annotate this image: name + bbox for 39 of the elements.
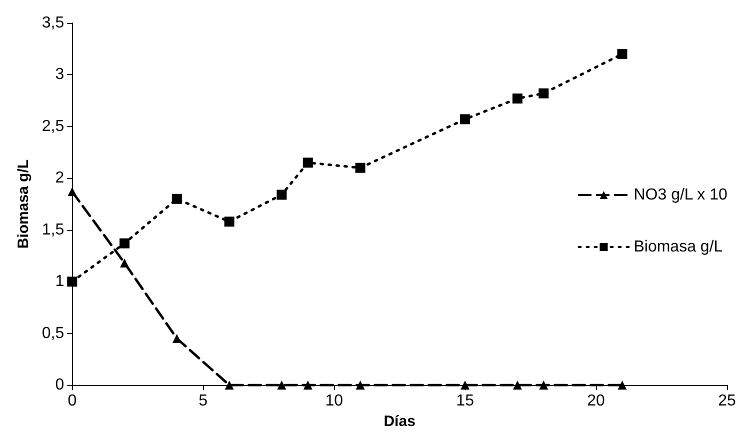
point (67, 276, 78, 287)
x-tick-label: 25 (718, 392, 736, 410)
point (460, 114, 470, 124)
point (356, 380, 365, 390)
point (172, 194, 182, 204)
y-tick-label: 2,5 (42, 118, 64, 135)
x-tick-label: 15 (456, 392, 474, 410)
x-tick-label: 0 (68, 392, 77, 410)
x-tick-label: 5 (198, 392, 208, 410)
point (120, 258, 130, 268)
x-axis-title: Días (384, 413, 416, 430)
point (276, 190, 287, 200)
point (617, 49, 628, 60)
point (277, 380, 286, 390)
x-tick-label: 10 (325, 392, 344, 410)
legend-label: NO3 g/L x 10 (634, 186, 728, 204)
point (120, 238, 130, 248)
y-tick-label: 3,5 (42, 14, 64, 32)
y-tick-label: 0,5 (42, 324, 64, 342)
point (512, 380, 522, 390)
y-tick-label: 1 (55, 273, 64, 290)
point (538, 88, 549, 98)
y-tick-label: 2 (55, 170, 64, 187)
point (302, 158, 313, 168)
legend-label: Biomasa g/L (634, 238, 723, 256)
point (618, 380, 627, 390)
point (224, 380, 234, 390)
y-tick-label: 0 (55, 376, 64, 394)
y-tick-label: 3 (55, 66, 64, 84)
point (512, 94, 522, 104)
point (68, 187, 77, 196)
point (460, 380, 470, 390)
y-axis-title: Biomasa g/L (15, 159, 32, 249)
point (539, 380, 548, 390)
x-tick-label: 20 (587, 392, 606, 410)
point (224, 216, 234, 227)
point (355, 162, 366, 173)
y-tick-label: 1,5 (42, 221, 64, 238)
point (303, 380, 312, 390)
